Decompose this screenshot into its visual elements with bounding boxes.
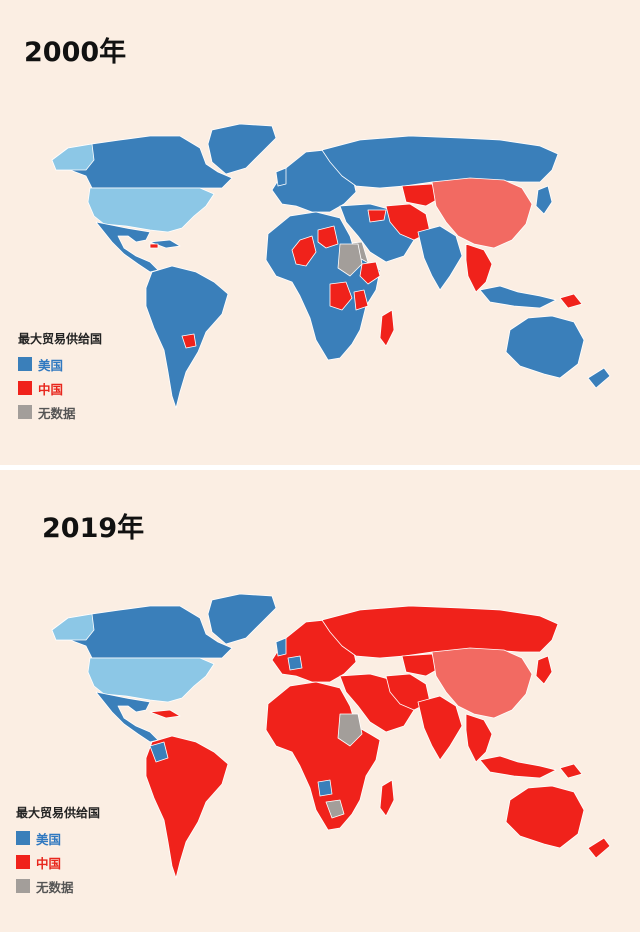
region-uk [275, 637, 287, 657]
region-russia [321, 135, 559, 189]
region-canada [51, 605, 233, 659]
region-indonesia [479, 755, 557, 779]
region-kazakh [401, 653, 441, 677]
region-south-america [145, 735, 229, 879]
legend-swatch-nodata [18, 405, 32, 419]
legend-label-china: 中国 [38, 381, 64, 397]
world-map-2000 [51, 123, 611, 409]
region-india [417, 225, 463, 291]
region-madagascar [379, 309, 395, 347]
region-kenya [353, 289, 369, 311]
legend-label-usa: 美国 [36, 831, 62, 847]
region-angola [317, 779, 333, 797]
year-title: 2019年 [42, 513, 145, 544]
region-paraguay [181, 333, 197, 349]
legend-swatch-china [18, 381, 32, 395]
region-ethiopia [359, 261, 381, 285]
region-france [287, 655, 303, 671]
region-china [431, 647, 533, 719]
region-australia [505, 785, 585, 849]
map-panel-2019: 2019年 最大贸易供给国 美国 中国 无数据 [0, 470, 640, 932]
region-colombia [149, 741, 169, 763]
region-caribbean [149, 709, 181, 719]
legend-item-china: 中国 [16, 850, 100, 874]
region-libya [317, 225, 339, 249]
region-sudan [337, 713, 363, 747]
region-haiti [149, 243, 159, 249]
world-map-2019 [51, 593, 611, 879]
region-usa [87, 657, 215, 703]
region-caribbean [149, 239, 181, 249]
region-southeast-asia [465, 243, 493, 293]
legend-item-nodata: 无数据 [16, 874, 100, 898]
region-png [559, 293, 583, 309]
region-indonesia [479, 285, 557, 309]
year-title: 2000年 [24, 37, 127, 68]
region-mexico [95, 691, 159, 743]
map-legend: 最大贸易供给国 美国 中国 无数据 [16, 804, 100, 898]
region-australia [505, 315, 585, 379]
map-legend: 最大贸易供给国 美国 中国 无数据 [18, 330, 102, 424]
region-greenland [207, 593, 277, 645]
panel-divider [0, 465, 640, 470]
legend-label-usa: 美国 [38, 357, 64, 373]
region-india [417, 695, 463, 761]
region-japan [535, 655, 553, 685]
region-algeria [291, 235, 317, 267]
legend-swatch-usa [16, 831, 30, 845]
region-alaska [51, 143, 95, 171]
legend-swatch-china [16, 855, 30, 869]
region-greenland [207, 123, 277, 175]
legend-item-usa: 美国 [16, 826, 100, 850]
region-new-zealand [587, 367, 611, 389]
region-turkey [367, 209, 387, 223]
region-madagascar [379, 779, 395, 817]
legend-item-nodata: 无数据 [18, 400, 102, 424]
legend-label-nodata: 无数据 [36, 879, 74, 895]
region-sudan [337, 243, 363, 277]
region-mexico [95, 221, 159, 273]
region-new-zealand [587, 837, 611, 859]
legend-title: 最大贸易供给国 [16, 806, 101, 820]
region-canada [51, 135, 233, 189]
legend-swatch-usa [18, 357, 32, 371]
legend-label-china: 中国 [36, 855, 62, 871]
region-usa [87, 187, 215, 233]
map-panel-2000: 2000年 最大贸易供给国 美国 中国 无数据 [0, 0, 640, 465]
region-alaska [51, 613, 95, 641]
region-uk [275, 167, 287, 187]
legend-swatch-nodata [16, 879, 30, 893]
legend-item-china: 中国 [18, 376, 102, 400]
region-japan [535, 185, 553, 215]
region-southeast-asia [465, 713, 493, 763]
legend-item-usa: 美国 [18, 352, 102, 376]
region-russia [321, 605, 559, 659]
region-china [431, 177, 533, 249]
region-png [559, 763, 583, 779]
region-kazakh [401, 183, 441, 207]
legend-title: 最大贸易供给国 [18, 332, 103, 346]
region-central-africa [329, 281, 353, 311]
legend-label-nodata: 无数据 [38, 405, 76, 421]
region-south-africa [325, 799, 345, 819]
